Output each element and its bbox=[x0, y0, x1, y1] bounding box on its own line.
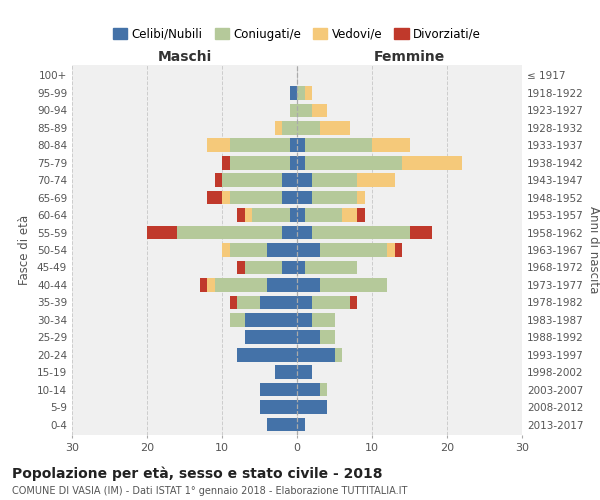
Text: Femmine: Femmine bbox=[374, 50, 445, 64]
Bar bbox=[237, 348, 297, 362]
Bar bbox=[290, 138, 297, 152]
Bar bbox=[229, 296, 237, 309]
Y-axis label: Fasce di età: Fasce di età bbox=[19, 215, 31, 285]
Bar bbox=[335, 348, 342, 362]
Bar bbox=[297, 121, 320, 134]
Bar bbox=[222, 174, 282, 187]
Y-axis label: Anni di nascita: Anni di nascita bbox=[587, 206, 600, 294]
Bar bbox=[297, 366, 312, 379]
Bar bbox=[245, 313, 297, 326]
Bar bbox=[320, 383, 327, 396]
Bar bbox=[297, 86, 305, 100]
Bar bbox=[402, 156, 462, 170]
Bar bbox=[229, 313, 245, 326]
Bar bbox=[245, 330, 297, 344]
Bar bbox=[297, 104, 312, 117]
Bar bbox=[297, 278, 320, 291]
Bar bbox=[207, 191, 222, 204]
Bar bbox=[297, 296, 312, 309]
Bar bbox=[349, 296, 357, 309]
Bar bbox=[199, 278, 207, 291]
Bar bbox=[245, 208, 252, 222]
Bar bbox=[395, 243, 402, 257]
Bar bbox=[305, 260, 357, 274]
Bar bbox=[342, 208, 357, 222]
Bar bbox=[215, 278, 267, 291]
Bar bbox=[252, 208, 290, 222]
Bar bbox=[229, 191, 282, 204]
Bar bbox=[312, 191, 357, 204]
Bar bbox=[297, 226, 312, 239]
Bar bbox=[312, 174, 357, 187]
Bar bbox=[290, 156, 297, 170]
Bar bbox=[290, 208, 297, 222]
Bar bbox=[267, 418, 297, 432]
Bar bbox=[297, 156, 305, 170]
Bar bbox=[387, 243, 395, 257]
Bar bbox=[260, 400, 297, 414]
Bar bbox=[312, 313, 335, 326]
Bar bbox=[282, 174, 297, 187]
Legend: Celibi/Nubili, Coniugati/e, Vedovi/e, Divorziati/e: Celibi/Nubili, Coniugati/e, Vedovi/e, Di… bbox=[108, 23, 486, 45]
Bar bbox=[229, 138, 290, 152]
Bar bbox=[207, 138, 229, 152]
Bar bbox=[222, 156, 229, 170]
Bar bbox=[237, 208, 245, 222]
Bar bbox=[282, 121, 297, 134]
Bar bbox=[297, 418, 305, 432]
Bar bbox=[297, 208, 305, 222]
Bar bbox=[305, 86, 312, 100]
Bar bbox=[305, 138, 372, 152]
Bar bbox=[297, 313, 312, 326]
Bar bbox=[320, 278, 387, 291]
Bar bbox=[237, 296, 260, 309]
Bar bbox=[320, 121, 349, 134]
Bar bbox=[215, 174, 222, 187]
Bar bbox=[260, 296, 297, 309]
Bar bbox=[297, 191, 312, 204]
Bar bbox=[357, 208, 365, 222]
Bar bbox=[275, 121, 282, 134]
Bar bbox=[297, 174, 312, 187]
Bar bbox=[297, 330, 320, 344]
Bar bbox=[320, 330, 335, 344]
Bar bbox=[282, 226, 297, 239]
Bar bbox=[245, 260, 282, 274]
Bar bbox=[275, 366, 297, 379]
Bar bbox=[409, 226, 432, 239]
Bar bbox=[357, 174, 395, 187]
Bar bbox=[297, 400, 327, 414]
Bar bbox=[290, 86, 297, 100]
Bar bbox=[297, 383, 320, 396]
Bar bbox=[147, 226, 177, 239]
Bar bbox=[312, 226, 409, 239]
Bar bbox=[297, 260, 305, 274]
Bar bbox=[297, 348, 335, 362]
Bar bbox=[357, 191, 365, 204]
Bar bbox=[237, 260, 245, 274]
Bar bbox=[267, 243, 297, 257]
Bar bbox=[229, 156, 290, 170]
Bar bbox=[222, 191, 229, 204]
Bar bbox=[305, 156, 402, 170]
Bar bbox=[305, 208, 342, 222]
Bar bbox=[282, 260, 297, 274]
Bar bbox=[177, 226, 282, 239]
Bar bbox=[372, 138, 409, 152]
Bar bbox=[290, 104, 297, 117]
Text: COMUNE DI VASIA (IM) - Dati ISTAT 1° gennaio 2018 - Elaborazione TUTTITALIA.IT: COMUNE DI VASIA (IM) - Dati ISTAT 1° gen… bbox=[12, 486, 407, 496]
Text: Maschi: Maschi bbox=[157, 50, 212, 64]
Bar bbox=[297, 243, 320, 257]
Bar bbox=[320, 243, 387, 257]
Bar bbox=[282, 191, 297, 204]
Text: Popolazione per età, sesso e stato civile - 2018: Popolazione per età, sesso e stato civil… bbox=[12, 466, 383, 481]
Bar bbox=[267, 278, 297, 291]
Bar bbox=[207, 278, 215, 291]
Bar bbox=[260, 383, 297, 396]
Bar bbox=[229, 243, 267, 257]
Bar bbox=[312, 104, 327, 117]
Bar bbox=[222, 243, 229, 257]
Bar bbox=[297, 138, 305, 152]
Bar bbox=[312, 296, 349, 309]
